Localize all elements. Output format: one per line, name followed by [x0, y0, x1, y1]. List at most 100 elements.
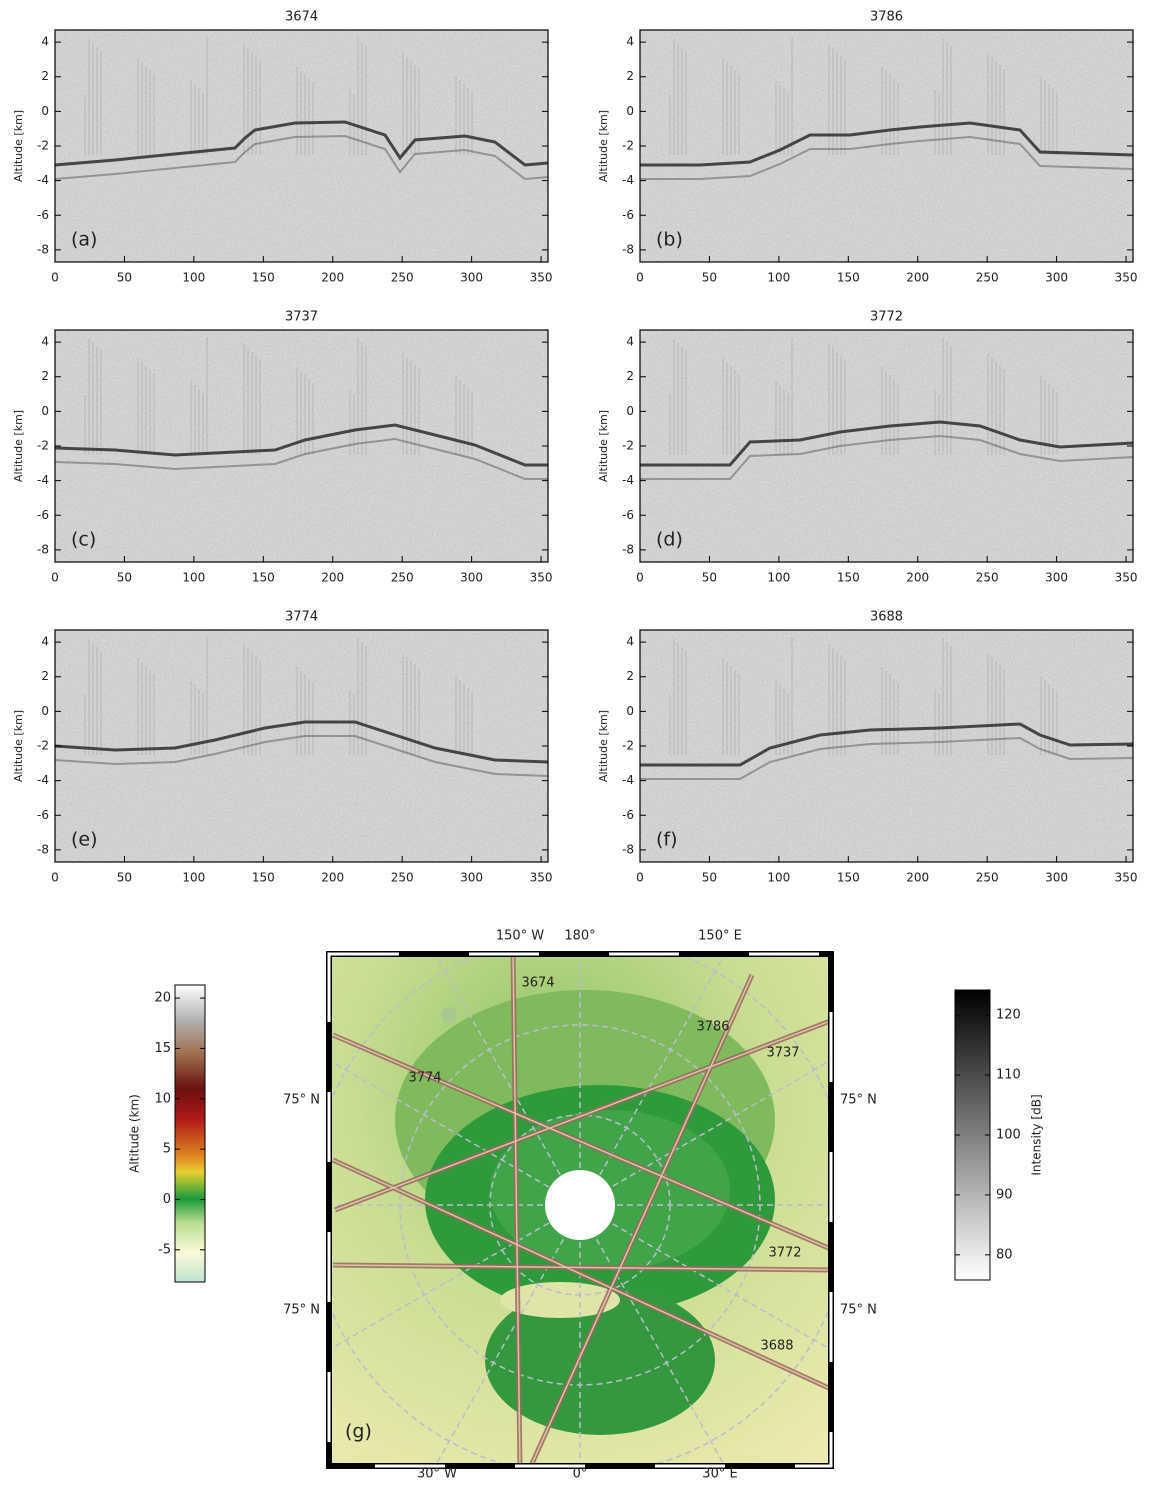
y-tick-label: -6 [37, 808, 49, 822]
y-tick-label: 2 [41, 369, 49, 383]
radargram-reflector [54, 423, 548, 467]
y-tick-label: -2 [622, 139, 634, 153]
x-tick-label: 100 [767, 271, 790, 285]
x-tick-label: 250 [391, 871, 414, 885]
radargram-subsurface [640, 736, 1134, 780]
radargram-subsurface [640, 135, 1134, 180]
radargram-reflector [640, 722, 1134, 767]
radargram-subsurface [54, 134, 549, 181]
panel-label: (a) [71, 229, 97, 251]
y-axis-label: Altitude [km] [597, 410, 610, 482]
y-tick-label: -4 [37, 173, 49, 187]
x-tick-label: 50 [117, 871, 132, 885]
colorbar-tick-label: 80 [996, 1247, 1013, 1262]
panel-label: (e) [71, 829, 98, 851]
y-tick-label: 0 [626, 404, 634, 418]
y-tick-label: 4 [41, 635, 49, 649]
x-tick-label: 300 [460, 871, 483, 885]
radargram-reflector [640, 420, 1134, 467]
x-tick-label: 300 [1045, 571, 1068, 585]
radargram-reflector [640, 121, 1134, 167]
radargram-reflector [54, 720, 549, 764]
y-tick-label: 4 [626, 335, 634, 349]
y-tick-label: 0 [41, 404, 49, 418]
x-tick-label: 50 [702, 871, 717, 885]
x-tick-label: 300 [1045, 271, 1068, 285]
x-tick-label: 50 [702, 271, 717, 285]
colorbar-tick-label: 5 [163, 1142, 171, 1157]
y-tick-label: -6 [622, 208, 634, 222]
track-label: 3674 [521, 976, 554, 991]
colorbar-tick-label: -5 [158, 1242, 171, 1257]
y-tick-label: -6 [622, 508, 634, 522]
y-axis-label: Altitude [km] [12, 410, 25, 482]
x-tick-label: 150 [837, 871, 860, 885]
radargram-panel: 3774 (e) Altitude [km] 0 50 100 150 200 250 300 35… [12, 610, 553, 885]
colorbar-tick-label: 10 [154, 1091, 171, 1106]
map-lon-label: 150° W [496, 929, 544, 944]
x-tick-label: 200 [906, 871, 929, 885]
altitude-colorbar [174, 984, 206, 1283]
x-tick-label: 50 [702, 571, 717, 585]
y-tick-label: 4 [626, 35, 634, 49]
x-tick-label: 0 [636, 571, 644, 585]
x-tick-label: 350 [1115, 271, 1138, 285]
y-tick-label: 0 [41, 104, 49, 118]
radargram-noise [640, 630, 1133, 862]
y-tick-label: -2 [37, 739, 49, 753]
map-lat-label: 75° N [840, 1303, 877, 1318]
x-tick-label: 200 [321, 871, 344, 885]
map-lat-label: 75° N [283, 1303, 320, 1318]
radargram-panel: 3772 (d) Altitude [km] 0 50 100 150 200 250 300 35… [597, 310, 1138, 585]
map-lon-label: 150° E [698, 929, 742, 944]
x-tick-label: 250 [391, 571, 414, 585]
x-tick-label: 200 [321, 571, 344, 585]
x-tick-label: 300 [460, 571, 483, 585]
y-tick-label: 2 [41, 669, 49, 683]
x-tick-label: 350 [1115, 571, 1138, 585]
radargram-panel: 3674 (a) Altitude [km] 0 50 100 150 200 250 300 35… [12, 10, 553, 285]
map-image [327, 952, 833, 1468]
x-tick-label: 50 [117, 271, 132, 285]
y-tick-label: 2 [41, 69, 49, 83]
radargram-reflector [54, 120, 549, 167]
y-tick-label: -6 [37, 508, 49, 522]
radargram-subsurface [54, 735, 549, 777]
x-tick-label: 350 [1115, 871, 1138, 885]
colorbar-label: Intensity [dB] [1030, 1094, 1044, 1175]
panel-title: 3786 [870, 10, 903, 25]
y-tick-label: 2 [626, 69, 634, 83]
track-label: 3688 [760, 1339, 793, 1354]
x-tick-label: 100 [182, 571, 205, 585]
y-axis-label: Altitude [km] [12, 710, 25, 782]
radargrams: 3674(a)Altitude [km]0 50 100 150 200 250 300 35… [12, 10, 1138, 885]
y-tick-label: 4 [626, 635, 634, 649]
x-tick-label: 150 [252, 271, 275, 285]
x-tick-label: 300 [1045, 871, 1068, 885]
x-tick-label: 250 [976, 871, 999, 885]
panel-label: (d) [656, 529, 683, 551]
map-lat-label: 75° N [840, 1093, 877, 1108]
y-tick-label: -4 [622, 773, 634, 787]
panel-label: (b) [656, 229, 683, 251]
x-tick-label: 250 [976, 271, 999, 285]
panel-label: (c) [71, 529, 96, 551]
x-tick-label: 350 [530, 571, 553, 585]
x-tick-label: 200 [321, 271, 344, 285]
y-tick-label: 2 [626, 669, 634, 683]
y-tick-label: -4 [622, 173, 634, 187]
y-axis-label: Altitude [km] [12, 110, 25, 182]
panel-label: (f) [656, 829, 678, 851]
map-lon-label: 180° [564, 929, 595, 944]
radargram-panel: 3737 (c) Altitude [km] 0 50 100 150 200 250 300 35… [12, 310, 553, 585]
y-tick-label: -8 [622, 542, 634, 556]
track-label: 3774 [408, 1071, 441, 1086]
radargram-subsurface [54, 437, 548, 480]
colorbar-tick-label: 0 [163, 1192, 171, 1207]
y-tick-label: -2 [37, 439, 49, 453]
colorbar-tick-label: 90 [996, 1187, 1013, 1202]
y-axis-label: Altitude [km] [597, 710, 610, 782]
y-tick-label: -2 [622, 439, 634, 453]
colorbar-tick-label: 15 [154, 1041, 171, 1056]
